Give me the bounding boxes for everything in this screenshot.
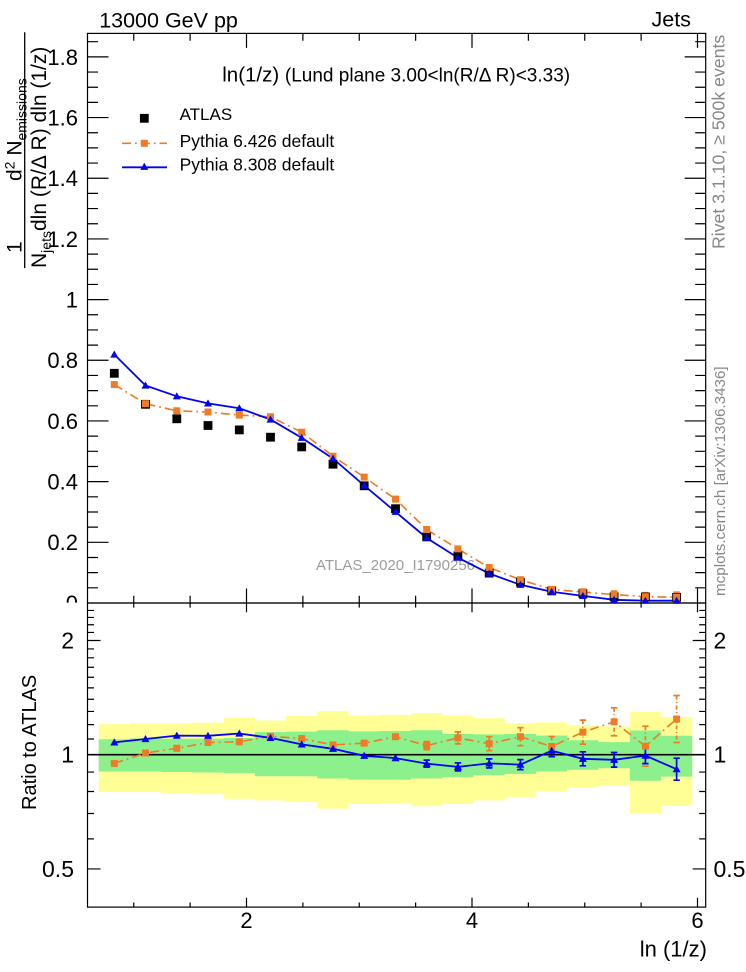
svg-text:0.6: 0.6 — [47, 409, 78, 434]
svg-text:1.6: 1.6 — [47, 106, 78, 131]
svg-text:1: 1 — [66, 288, 78, 313]
svg-text:1: 1 — [4, 241, 27, 253]
svg-text:2: 2 — [240, 908, 252, 933]
svg-text:2: 2 — [714, 627, 727, 653]
svg-text:6: 6 — [691, 908, 703, 933]
svg-text:0: 0 — [66, 591, 78, 616]
svg-text:mcplots.cern.ch [arXiv:1306.34: mcplots.cern.ch [arXiv:1306.3436] — [712, 366, 729, 596]
svg-text:Rivet 3.1.10, ≥ 500k events: Rivet 3.1.10, ≥ 500k events — [709, 35, 729, 249]
svg-text:0.8: 0.8 — [47, 348, 78, 373]
svg-text:0.2: 0.2 — [47, 530, 78, 555]
svg-text:Jets: Jets — [652, 7, 691, 31]
svg-text:4: 4 — [466, 908, 478, 933]
svg-text:ATLAS_2020_I1790256: ATLAS_2020_I1790256 — [316, 557, 475, 574]
svg-text:2: 2 — [61, 627, 74, 653]
svg-text:Ratio to ATLAS: Ratio to ATLAS — [19, 675, 41, 810]
svg-text:Pythia 6.426 default: Pythia 6.426 default — [180, 131, 335, 151]
svg-text:ln (1/z): ln (1/z) — [640, 936, 707, 961]
svg-text:1: 1 — [714, 742, 727, 768]
svg-text:1.8: 1.8 — [47, 45, 78, 70]
svg-text:0.5: 0.5 — [714, 856, 746, 882]
svg-text:ATLAS: ATLAS — [180, 105, 233, 124]
svg-text:13000 GeV pp: 13000 GeV pp — [99, 9, 238, 33]
svg-text:0.4: 0.4 — [47, 470, 78, 495]
svg-text:0.5: 0.5 — [42, 856, 74, 882]
svg-text:1: 1 — [61, 742, 74, 768]
svg-text:ln(1/z) (Lund plane 3.00<ln(R/: ln(1/z) (Lund plane 3.00<ln(R/Δ R)<3.33) — [222, 64, 570, 87]
svg-text:Njetsdln (R/Δ R) dln (1/z): Njetsdln (R/Δ R) dln (1/z) — [28, 47, 54, 268]
svg-text:1.2: 1.2 — [47, 227, 78, 252]
svg-text:1.4: 1.4 — [47, 166, 78, 191]
svg-text:Pythia 8.308 default: Pythia 8.308 default — [180, 154, 335, 174]
